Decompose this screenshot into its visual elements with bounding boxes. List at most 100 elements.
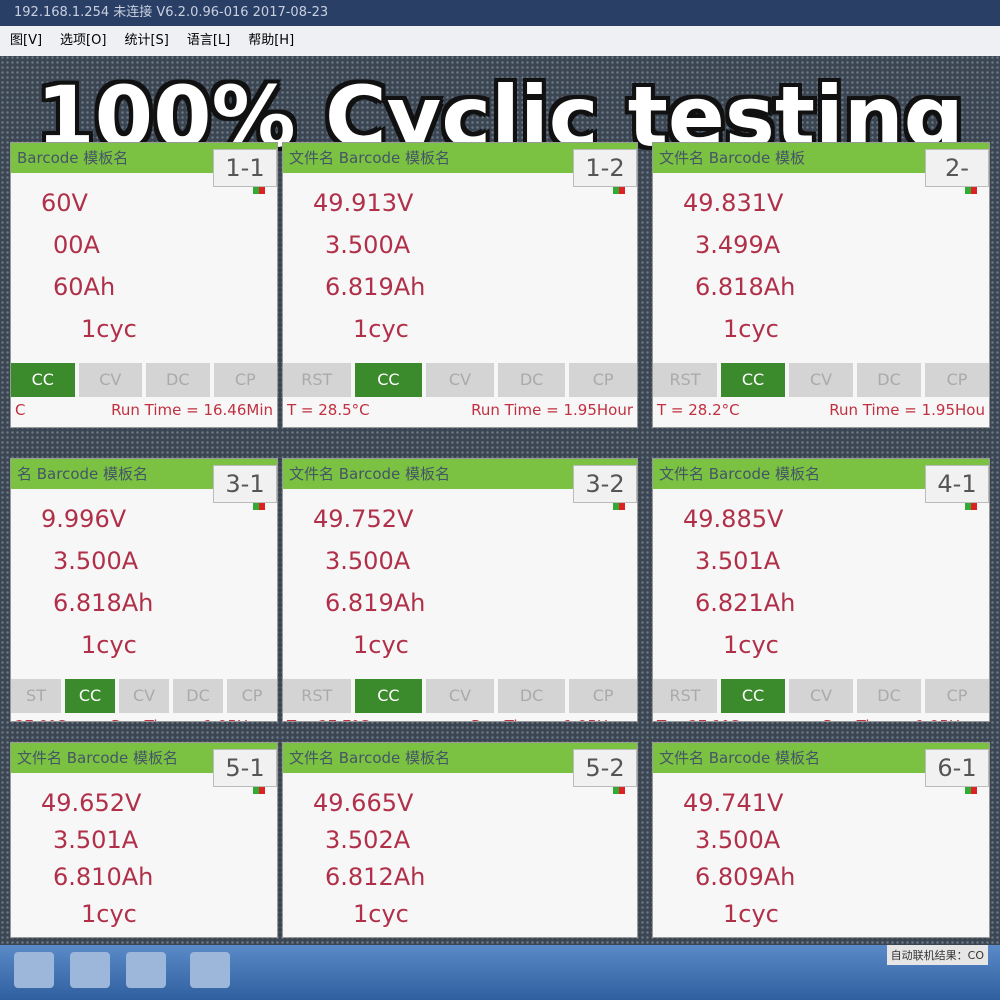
reading: 6.819Ah (325, 273, 426, 301)
run-time: Run Time = 16.46Min (111, 401, 273, 419)
status-flag (965, 787, 977, 794)
reading: 6.818Ah (53, 589, 154, 617)
run-time: Run Time = 1.95Hour (471, 717, 633, 721)
status-flag (253, 503, 265, 510)
reading: 49.885V (683, 505, 784, 533)
reading: 00A (53, 231, 100, 259)
mode-button[interactable]: CV (119, 679, 169, 713)
mode-button[interactable]: CC (721, 679, 785, 713)
mode-button[interactable]: CV (789, 679, 853, 713)
menu-bar: 图[V] 选项[O] 统计[S] 语言[L] 帮助[H] (0, 26, 1000, 56)
reading: 6.812Ah (325, 863, 426, 891)
taskbar-icon[interactable] (190, 952, 230, 988)
reading: 6.821Ah (695, 589, 796, 617)
mode-button[interactable]: CP (569, 363, 637, 397)
reading: 49.752V (313, 505, 414, 533)
channel-id: 3-2 (573, 465, 637, 503)
mode-button[interactable]: DC (497, 679, 566, 713)
taskbar-icon[interactable] (70, 952, 110, 988)
temperature: 27.9°C (15, 717, 66, 721)
reading: 49.831V (683, 189, 784, 217)
reading: 1cyc (723, 315, 779, 343)
channel-panel: 文件名 Barcode 模板名 3-2 49.752V 3.500A 6.819Ah 1c… (282, 458, 638, 722)
menu-item[interactable]: 语言[L] (186, 33, 231, 48)
reading: 1cyc (723, 900, 779, 928)
menu-item[interactable]: 图[V] (10, 33, 43, 48)
reading: 3.500A (53, 547, 139, 575)
mode-button[interactable]: CP (227, 679, 277, 713)
mode-button[interactable]: CV (78, 363, 142, 397)
status-flag (965, 187, 977, 194)
panel-footer: T = 27.7°C Run Time = 1.95Hour (287, 717, 633, 721)
taskbar-icon[interactable] (126, 952, 166, 988)
reading: 3.499A (695, 231, 781, 259)
run-time: Run Time = 1.95Hour (823, 717, 985, 721)
mode-buttons: RST CC CV DC CP (283, 363, 637, 397)
channel-panel: 文件名 Barcode 模板名 4-1 49.885V 3.501A 6.821Ah 1c… (652, 458, 990, 722)
temperature: T = 28.2°C (657, 401, 740, 419)
channel-id: 5-1 (213, 749, 277, 787)
channel-panel: 文件名 Barcode 模板名 6-1 49.741V 3.500A 6.809Ah 1c… (652, 742, 990, 938)
mode-button[interactable]: CP (569, 679, 637, 713)
mode-button[interactable]: CC (65, 679, 115, 713)
temperature: T = 28.5°C (287, 401, 370, 419)
mode-button[interactable]: RST (283, 363, 351, 397)
reading: 1cyc (353, 900, 409, 928)
mode-button[interactable]: CC (354, 363, 423, 397)
menu-item[interactable]: 选项[O] (60, 33, 107, 48)
menu-item[interactable]: 帮助[H] (248, 33, 295, 48)
reading: 49.652V (41, 789, 142, 817)
mode-button[interactable]: CV (426, 679, 494, 713)
status-text: 自动联机结果：CO (886, 945, 988, 965)
status-flag (253, 187, 265, 194)
reading: 49.913V (313, 189, 414, 217)
mode-button[interactable]: DC (857, 679, 921, 713)
taskbar-icon[interactable] (14, 952, 54, 988)
reading: 9.996V (41, 505, 127, 533)
panel-footer: T = 28.5°C Run Time = 1.95Hour (287, 401, 633, 421)
status-flag (613, 503, 625, 510)
mode-buttons: RST CC CV DC CP (653, 363, 989, 397)
mode-button[interactable]: CV (426, 363, 494, 397)
channel-panel: 名 Barcode 模板名 3-1 9.996V 3.500A 6.818Ah 1cyc S… (10, 458, 278, 722)
reading: 3.502A (325, 826, 411, 854)
mode-button[interactable]: RST (283, 679, 351, 713)
status-flag (965, 503, 977, 510)
reading: 49.741V (683, 789, 784, 817)
mode-button[interactable]: DC (857, 363, 921, 397)
mode-button[interactable]: CP (925, 363, 989, 397)
channel-panel: 文件名 Barcode 模板名 5-1 49.652V 3.501A 6.810Ah 1c… (10, 742, 278, 938)
mode-button[interactable]: DC (497, 363, 566, 397)
mode-button[interactable]: CC (721, 363, 785, 397)
reading: 1cyc (81, 631, 137, 659)
panel-footer: T = 28.2°C Run Time = 1.95Hou (657, 401, 985, 421)
channel-id: 3-1 (213, 465, 277, 503)
channel-panel: 文件名 Barcode 模板名 5-2 49.665V 3.502A 6.812Ah 1c… (282, 742, 638, 938)
window-title: 192.168.1.254 未连接 V6.2.0.96-016 2017-08-… (0, 0, 1000, 26)
mode-button[interactable]: RST (653, 679, 717, 713)
reading: 3.500A (695, 826, 781, 854)
mode-button[interactable]: ST (11, 679, 61, 713)
mode-button[interactable]: CC (354, 679, 423, 713)
menu-item[interactable]: 统计[S] (124, 33, 169, 48)
mode-button[interactable]: DC (146, 363, 210, 397)
taskbar (0, 945, 1000, 1000)
reading: 3.500A (325, 231, 411, 259)
reading: 1cyc (353, 315, 409, 343)
reading: 6.810Ah (53, 863, 154, 891)
mode-buttons: CC CV DC CP (11, 363, 277, 397)
channel-panel: 文件名 Barcode 模板 2- 49.831V 3.499A 6.818Ah 1cyc… (652, 142, 990, 428)
mode-button[interactable]: CP (213, 363, 277, 397)
mode-button[interactable]: DC (173, 679, 223, 713)
mode-button[interactable]: CP (925, 679, 989, 713)
channel-panel: Barcode 模板名 1-1 60V 00A 60Ah 1cyc CC CV DC CP C Run… (10, 142, 278, 428)
mode-button[interactable]: RST (653, 363, 717, 397)
mode-button[interactable]: CC (11, 363, 75, 397)
status-flag (613, 787, 625, 794)
reading: 1cyc (81, 900, 137, 928)
status-flag (613, 187, 625, 194)
channel-id: 2- (925, 149, 989, 187)
mode-button[interactable]: CV (789, 363, 853, 397)
reading: 60V (41, 189, 88, 217)
